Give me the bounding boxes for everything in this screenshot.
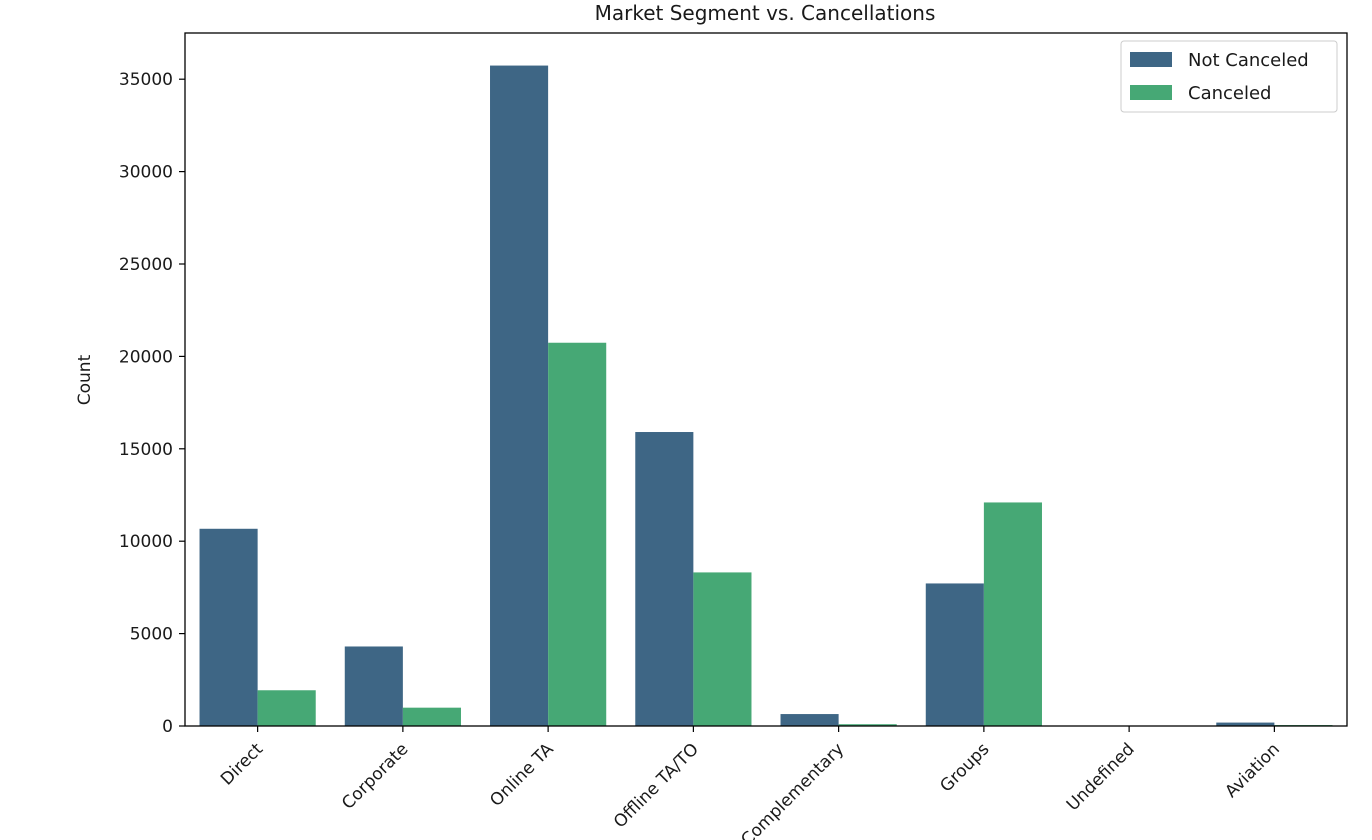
bar-direct-not-canceled: [199, 528, 258, 726]
y-axis-ticks: 0 5000 10000 15000 20000 25000 30000 35000: [119, 70, 185, 737]
bar-complementary-not-canceled: [780, 714, 839, 726]
bar-aviation-not-canceled: [1216, 722, 1275, 726]
y-axis-label: Count: [75, 354, 95, 405]
y-tick-label-25000: 25000: [119, 255, 173, 275]
x-tick-label-undefined: Undefined: [1063, 739, 1139, 815]
chart-title: Market Segment vs. Cancellations: [595, 1, 936, 25]
y-tick-label-35000: 35000: [119, 70, 173, 90]
legend-label-canceled: Canceled: [1188, 83, 1271, 104]
legend-swatch-canceled: [1130, 85, 1172, 100]
bar-offline-ta-to-not-canceled: [635, 432, 694, 726]
bar-online-ta-not-canceled: [490, 65, 549, 726]
bar-complementary-canceled: [838, 724, 897, 726]
plot-frame: [184, 32, 1348, 727]
legend-swatch-not-canceled: [1130, 52, 1172, 67]
y-tick-label-15000: 15000: [119, 440, 173, 460]
x-axis-ticks: Direct Corporate Online TA Offline TA/TO Com…: [217, 726, 1284, 840]
y-tick-label-30000: 30000: [119, 163, 173, 183]
x-tick-label-aviation: Aviation: [1221, 739, 1284, 802]
bar-corporate-not-canceled: [344, 646, 403, 726]
y-tick-label-0: 0: [162, 717, 173, 737]
y-tick-label-10000: 10000: [119, 532, 173, 552]
bar-groups-canceled: [983, 502, 1042, 726]
legend: Not Canceled Canceled: [1120, 40, 1338, 113]
bar-online-ta-canceled: [548, 342, 607, 726]
y-tick-label-5000: 5000: [130, 625, 173, 645]
x-tick-label-groups: Groups: [936, 739, 993, 796]
x-tick-label-complementary: Complementary: [737, 739, 848, 840]
legend-frame: [1120, 40, 1338, 113]
x-tick-label-online-ta: Online TA: [486, 739, 558, 811]
bar-offline-ta-to-canceled: [693, 572, 752, 726]
y-tick-label-20000: 20000: [119, 347, 173, 367]
legend-label-not-canceled: Not Canceled: [1188, 50, 1309, 71]
bar-groups-not-canceled: [925, 583, 984, 726]
x-tick-label-direct: Direct: [217, 739, 267, 789]
x-tick-label-corporate: Corporate: [338, 739, 412, 813]
x-tick-label-offline-ta-to: Offline TA/TO: [610, 739, 703, 832]
bar-direct-canceled: [257, 690, 316, 726]
bars-group: [199, 65, 1333, 726]
bar-corporate-canceled: [402, 707, 461, 726]
